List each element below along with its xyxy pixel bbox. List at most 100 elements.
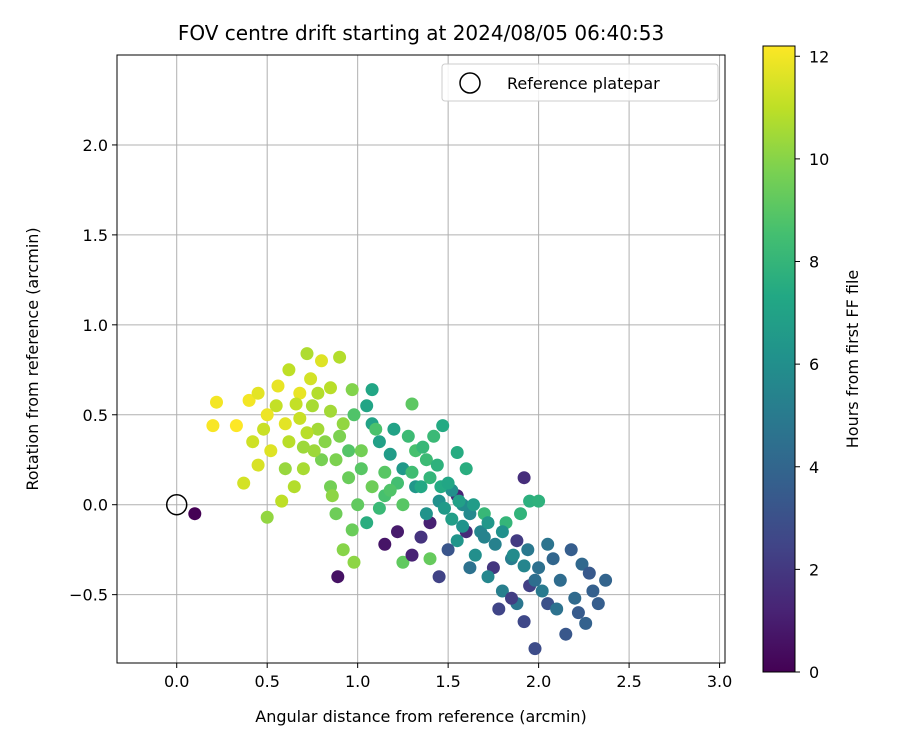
data-point (278, 462, 292, 476)
data-point (445, 512, 459, 526)
reference-marker (165, 493, 188, 516)
x-tick-label: 1.0 (345, 672, 370, 691)
data-point (481, 570, 495, 584)
data-point (257, 422, 271, 436)
y-tick-label: 0.0 (83, 496, 108, 515)
data-point (383, 447, 397, 461)
data-point (342, 471, 356, 485)
data-point (260, 408, 274, 422)
data-point (289, 397, 303, 411)
data-point (495, 584, 509, 598)
data-point (315, 354, 328, 368)
data-point (423, 552, 437, 566)
data-point (360, 516, 374, 530)
data-point (269, 399, 283, 413)
data-point (300, 347, 314, 361)
data-point (550, 602, 564, 616)
data-point (535, 584, 549, 598)
data-point (378, 465, 392, 479)
data-point (333, 350, 347, 364)
data-point (387, 422, 401, 436)
data-point (405, 548, 419, 562)
colorbar-frame (762, 45, 796, 673)
data-point (416, 440, 430, 454)
data-point (345, 523, 359, 537)
colorbar-tick-label: 2 (809, 560, 819, 579)
data-point (495, 525, 509, 539)
grid (117, 55, 725, 663)
data-point (505, 591, 518, 605)
x-tick-label: 0.5 (254, 672, 279, 691)
data-point (264, 444, 278, 458)
data-point (336, 417, 350, 431)
data-point (532, 561, 546, 575)
data-point (304, 372, 318, 386)
data-point (329, 507, 343, 521)
data-point (300, 426, 314, 440)
x-tick-label: 0.0 (164, 672, 189, 691)
data-point (333, 429, 347, 443)
data-point (599, 573, 613, 587)
data-point (251, 458, 265, 472)
data-point (441, 476, 455, 490)
data-point (293, 411, 307, 425)
data-point (315, 453, 328, 467)
data-point (325, 489, 339, 503)
data-point (282, 363, 296, 377)
data-point (331, 570, 345, 584)
y-tick-label: 1.5 (83, 226, 108, 245)
legend-box (441, 63, 719, 102)
colorbar: 0 2 4 6 8 10 12 Hours from first FF file (762, 45, 862, 682)
data-point (419, 507, 433, 521)
data-point (237, 476, 251, 490)
data-point (510, 534, 524, 548)
data-point (324, 381, 337, 395)
data-point (351, 498, 365, 512)
data-point (401, 429, 415, 443)
data-point (271, 379, 285, 393)
data-point (305, 399, 319, 413)
data-point (582, 566, 596, 580)
data-point (360, 399, 374, 413)
data-point (242, 393, 256, 407)
data-point (506, 548, 520, 562)
data-point (517, 559, 531, 573)
x-tick-label: 2.5 (616, 672, 641, 691)
data-point (463, 561, 477, 575)
data-point (383, 483, 397, 497)
data-point (296, 440, 310, 454)
data-point (541, 537, 555, 551)
colorbar-label: Hours from first FF file (843, 270, 862, 449)
data-point (514, 507, 527, 521)
data-point (372, 501, 386, 515)
data-point (229, 419, 243, 433)
data-point (579, 616, 593, 630)
data-point (591, 597, 605, 611)
data-point (564, 543, 578, 557)
data-point (441, 543, 455, 557)
colorbar-ticks: 0 2 4 6 8 10 12 (795, 47, 829, 682)
data-point (571, 606, 585, 620)
data-point (318, 435, 332, 449)
data-points (188, 347, 613, 656)
data-point (477, 530, 491, 544)
data-point (345, 383, 359, 397)
data-point (378, 537, 392, 551)
data-point (282, 435, 296, 449)
data-point (481, 516, 495, 530)
y-axis: −0.5 0.0 0.5 1.0 1.5 2.0 (69, 136, 117, 605)
colorbar-tick-label: 10 (809, 150, 829, 169)
data-point (324, 404, 337, 418)
data-point (419, 453, 433, 467)
data-point (354, 444, 368, 458)
data-point (391, 525, 404, 539)
data-point (210, 395, 223, 409)
x-axis-label: Angular distance from reference (arcmin) (255, 707, 586, 726)
data-point (260, 510, 274, 524)
data-point (468, 548, 482, 562)
data-point (432, 570, 446, 584)
data-point (365, 480, 379, 494)
data-point (467, 498, 480, 512)
data-point (517, 471, 531, 485)
